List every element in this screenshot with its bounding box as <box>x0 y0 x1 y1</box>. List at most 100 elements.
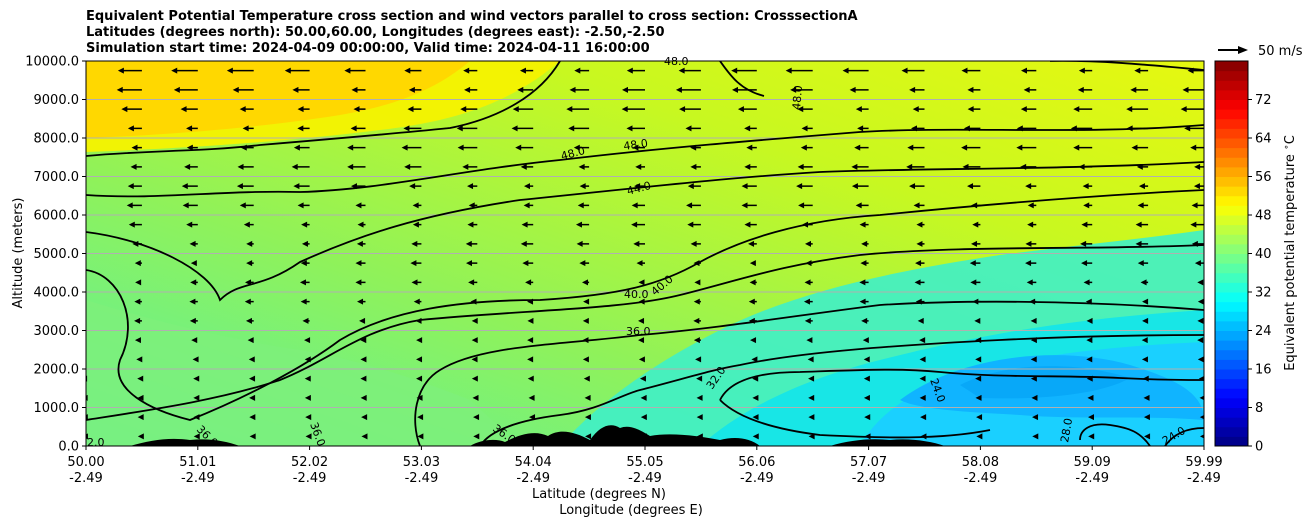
x-tick-label-lon: -2.49 <box>293 471 327 486</box>
wind-arrow <box>975 394 982 401</box>
wind-arrow <box>751 356 758 363</box>
wind-arrow <box>78 260 86 266</box>
wind-arrow <box>1182 86 1204 93</box>
wind-arrow <box>566 106 590 113</box>
wind-arrow <box>1087 414 1094 421</box>
wind-arrow <box>239 106 254 113</box>
wind-arrow <box>798 202 813 209</box>
colorbar-swatch <box>1215 138 1248 149</box>
wind-arrow <box>1141 356 1148 363</box>
wind-arrow <box>304 375 311 382</box>
wind-arrow <box>916 240 925 247</box>
wind-arrow <box>361 414 368 421</box>
wind-arrow <box>696 414 703 421</box>
wind-arrow <box>136 356 143 363</box>
wind-arrow <box>737 106 757 113</box>
wind-arrow <box>797 106 813 113</box>
wind-arrow <box>695 356 702 363</box>
wind-arrow <box>906 163 925 170</box>
wind-arrow <box>404 163 422 170</box>
wind-arrow <box>1030 337 1037 344</box>
wind-arrow <box>1078 163 1093 170</box>
wind-arrow <box>130 163 142 170</box>
colorbar-tick-label: 48 <box>1255 209 1272 224</box>
wind-arrow <box>361 433 368 440</box>
wind-arrow <box>1086 356 1093 363</box>
wind-arrow <box>467 221 478 228</box>
wind-arrow <box>1032 433 1039 440</box>
x-tick-label-lat: 55.05 <box>626 455 663 470</box>
wind-arrow <box>411 240 422 247</box>
colorbar-tick-label: 16 <box>1255 363 1272 378</box>
colorbar-swatch <box>1215 340 1248 351</box>
wind-arrow <box>1073 144 1093 151</box>
colorbar-swatch <box>1215 272 1248 283</box>
wind-arrow <box>1026 279 1037 286</box>
wind-arrow <box>855 106 869 113</box>
wind-arrow <box>462 163 478 170</box>
wind-arrow <box>302 317 310 324</box>
wind-arrow <box>117 67 142 74</box>
wind-arrow <box>752 394 759 401</box>
wind-arrow <box>1016 125 1037 132</box>
wind-arrow <box>967 106 981 113</box>
wind-arrow <box>963 125 981 132</box>
wind-arrow <box>1031 394 1038 401</box>
wind-arrow <box>412 202 422 209</box>
wind-arrow <box>412 221 422 228</box>
wind-arrow <box>416 337 423 344</box>
wind-arrow <box>864 414 871 421</box>
wind-arrow <box>1077 86 1093 93</box>
x-tick-label-lon: -2.49 <box>181 471 215 486</box>
wind-arrow <box>752 414 759 421</box>
wind-arrow <box>1194 260 1204 267</box>
wind-arrow <box>803 298 813 305</box>
wind-arrow <box>582 356 589 363</box>
wind-arrow <box>1070 125 1093 132</box>
colorbar-swatch <box>1215 195 1248 206</box>
x-tick-label-lon: -2.49 <box>516 471 550 486</box>
wind-arrow <box>1030 317 1037 324</box>
wind-arrow <box>579 260 590 267</box>
wind-arrow <box>180 106 198 113</box>
wind-arrow <box>468 279 478 286</box>
wind-arrow <box>189 240 198 247</box>
wind-arrow <box>1027 221 1037 228</box>
wind-arrow <box>416 375 423 382</box>
wind-arrow <box>581 279 590 286</box>
wind-arrow <box>181 183 198 190</box>
wind-arrow <box>300 260 310 267</box>
wind-arrow <box>1190 144 1204 151</box>
wind-arrow <box>1199 434 1204 439</box>
wind-arrow <box>851 163 869 170</box>
x-tick-label-lon: -2.49 <box>405 471 439 486</box>
wind-arrow <box>678 67 701 74</box>
y-axis: 0.0 1000.0 2000.0 3000.0 4000.0 5000.0 6000.0 7… <box>25 55 86 455</box>
wind-arrow <box>913 202 925 209</box>
y-tick-label: 6000.0 <box>34 209 80 224</box>
wind-arrow <box>1020 163 1037 170</box>
wind-arrow <box>976 433 983 440</box>
colorbar-swatch <box>1215 61 1248 72</box>
wind-arrow <box>910 125 925 132</box>
wind-arrow <box>636 260 645 267</box>
wind-arrow <box>1080 240 1093 247</box>
wind-arrow <box>243 221 254 228</box>
wind-arrow <box>291 163 310 170</box>
wind-arrow <box>360 356 367 363</box>
wind-arrow <box>472 394 479 401</box>
wind-arrow <box>350 125 366 132</box>
wind-arrow <box>456 125 478 132</box>
wind-arrow <box>638 356 645 363</box>
wind-arrow <box>971 240 981 247</box>
wind-arrow <box>969 260 981 267</box>
wind-arrow <box>511 125 534 132</box>
x-tick-label-lat: 57.07 <box>850 455 887 470</box>
wind-arrow <box>808 433 815 440</box>
wind-arrow <box>1194 163 1204 170</box>
wind-arrow <box>517 86 534 93</box>
wind-arrow <box>857 125 869 132</box>
colorbar-swatch <box>1215 176 1248 187</box>
wind-arrow <box>975 356 982 363</box>
wind-arrow <box>528 394 535 401</box>
